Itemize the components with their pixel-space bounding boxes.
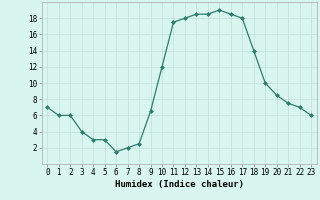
X-axis label: Humidex (Indice chaleur): Humidex (Indice chaleur) xyxy=(115,180,244,189)
